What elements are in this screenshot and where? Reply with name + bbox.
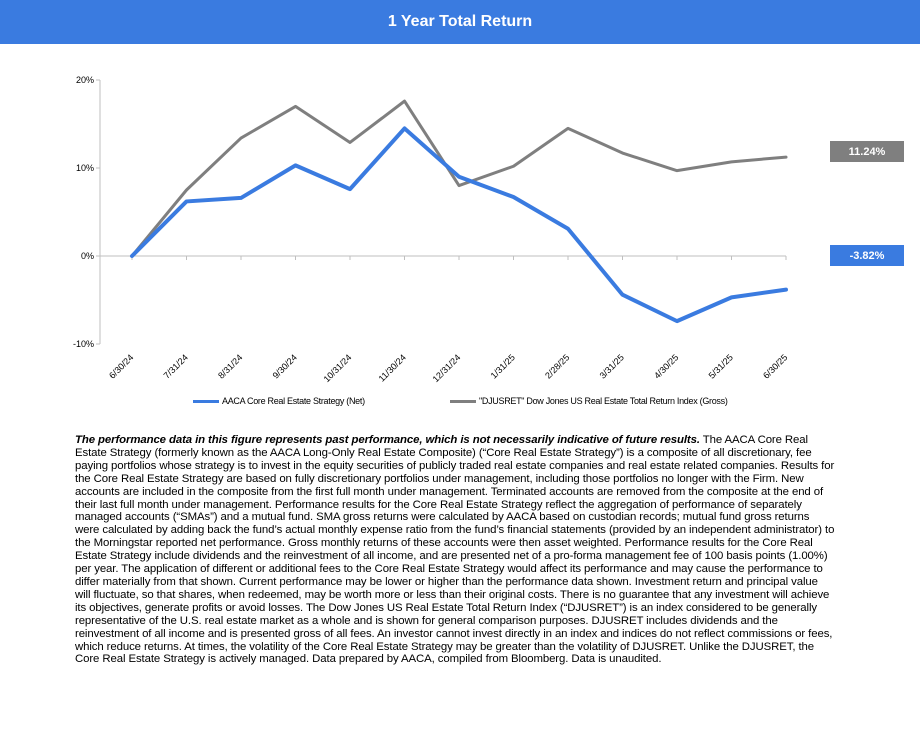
x-tick-label: 1/31/25 — [489, 352, 517, 380]
x-tick-label: 11/30/24 — [377, 352, 408, 383]
legend-item-net: AACA Core Real Estate Strategy (Net) — [193, 396, 365, 406]
y-tick-label: -10% — [73, 339, 94, 349]
x-tick-label: 8/31/24 — [216, 352, 244, 380]
legend-label-net: AACA Core Real Estate Strategy (Net) — [222, 396, 365, 406]
x-tick-label: 2/28/25 — [543, 352, 571, 380]
chart-legend: AACA Core Real Estate Strategy (Net) "DJ… — [0, 396, 920, 412]
x-tick-label: 10/31/24 — [322, 352, 354, 384]
performance-disclaimer: The performance data in this figure repr… — [75, 434, 835, 666]
line-chart: -10% 0% 10% 20% 6/30/24 7/31/24 8/31/24 9/30/24… — [73, 75, 789, 384]
series-line-net — [130, 126, 788, 324]
legend-item-index: "DJUSRET" Dow Jones US Real Estate Total… — [450, 396, 728, 406]
x-tick-label: 6/30/24 — [107, 352, 135, 380]
chart-title: 1 Year Total Return — [0, 0, 920, 44]
x-tick-label: 6/30/25 — [761, 352, 789, 380]
end-value-label-index: 11.24% — [830, 141, 904, 162]
x-tick-label: 7/31/24 — [162, 352, 190, 380]
legend-label-index: "DJUSRET" Dow Jones US Real Estate Total… — [479, 396, 728, 406]
x-tick-label: 5/31/25 — [707, 352, 735, 380]
legend-swatch-net — [193, 399, 219, 403]
legend-swatch-index — [450, 399, 476, 403]
disclaimer-lead: The performance data in this figure repr… — [75, 434, 700, 446]
x-tick-label: 4/30/25 — [652, 352, 680, 380]
y-tick-label: 10% — [76, 163, 94, 173]
y-tick-label: 20% — [76, 75, 94, 85]
disclaimer-body: The AACA Core Real Estate Strategy (form… — [75, 434, 835, 666]
end-value-label-net: -3.82% — [830, 245, 904, 266]
y-tick-label: 0% — [81, 251, 94, 261]
x-tick-label: 3/31/25 — [598, 352, 626, 380]
x-tick-label: 12/31/24 — [431, 352, 463, 384]
x-tick-label: 9/30/24 — [271, 352, 299, 380]
series-line-index — [130, 99, 788, 258]
